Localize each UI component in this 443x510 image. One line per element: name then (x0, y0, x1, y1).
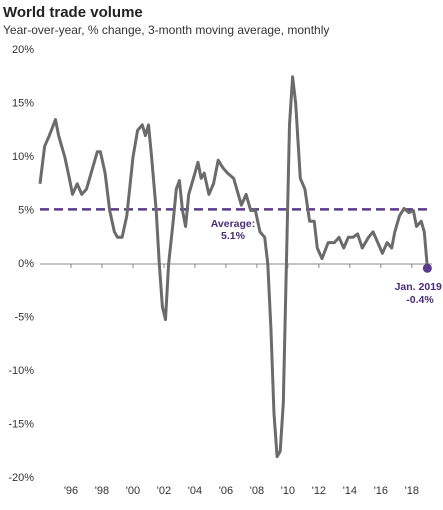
end-label: Jan. 2019: (395, 281, 443, 293)
x-tick-label: '08 (250, 485, 264, 497)
y-tick-label: -10% (8, 365, 34, 377)
x-tick-label: '14 (343, 485, 357, 497)
x-tick-label: '98 (95, 485, 109, 497)
end-point (422, 263, 432, 273)
average-label: 5.1% (221, 230, 246, 242)
y-tick-label: 5% (18, 204, 34, 216)
y-tick-label: 15% (12, 97, 34, 109)
chart-subtitle: Year-over-year, % change, 3-month moving… (3, 23, 329, 37)
y-tick-label: -15% (8, 418, 34, 430)
y-tick-label: -20% (8, 472, 34, 484)
series-line (38, 75, 429, 459)
chart-title: World trade volume (3, 4, 143, 21)
y-tick-label: -5% (14, 311, 34, 323)
x-tick-label: '96 (64, 485, 78, 497)
x-tick-label: '16 (374, 485, 388, 497)
x-tick-label: '10 (281, 485, 295, 497)
x-tick-label: '02 (157, 485, 171, 497)
average-label: Average: (211, 218, 256, 230)
y-tick-label: 0% (18, 258, 34, 270)
x-tick-label: '00 (126, 485, 140, 497)
x-tick-label: '06 (219, 485, 233, 497)
x-tick-label: '04 (188, 485, 202, 497)
x-tick-label: '12 (312, 485, 326, 497)
y-tick-label: 20% (12, 44, 34, 56)
end-label: -0.4% (406, 294, 434, 306)
x-tick-label: '18 (405, 485, 419, 497)
y-tick-label: 10% (12, 151, 34, 163)
